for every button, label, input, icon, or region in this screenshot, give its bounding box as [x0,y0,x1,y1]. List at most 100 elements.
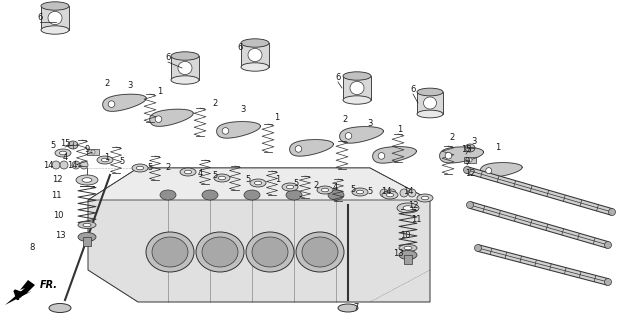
Ellipse shape [302,237,338,267]
Circle shape [400,189,408,197]
Circle shape [380,189,388,197]
Ellipse shape [399,251,417,260]
Ellipse shape [286,190,302,200]
Ellipse shape [397,203,419,213]
Polygon shape [88,168,430,302]
Ellipse shape [219,176,225,180]
Text: 1: 1 [274,113,279,122]
Circle shape [609,209,615,215]
Ellipse shape [48,12,62,25]
Circle shape [345,132,352,139]
Ellipse shape [382,191,398,199]
Ellipse shape [399,244,417,252]
Text: 11: 11 [51,191,62,201]
Circle shape [408,189,416,197]
Text: 4: 4 [62,153,68,162]
Ellipse shape [421,196,428,200]
Circle shape [295,146,302,152]
Circle shape [388,189,396,197]
Text: 5: 5 [212,171,218,180]
Ellipse shape [60,151,67,155]
Text: 14: 14 [43,162,53,171]
Ellipse shape [282,183,298,191]
Text: 5: 5 [148,163,153,172]
Text: 11: 11 [411,215,421,225]
Ellipse shape [328,190,344,200]
Ellipse shape [82,178,92,182]
Ellipse shape [286,185,294,189]
Text: 7: 7 [354,303,359,313]
Ellipse shape [171,52,199,60]
Polygon shape [372,147,416,163]
Text: 5: 5 [293,179,299,188]
Text: 12: 12 [465,170,475,179]
Bar [171,56,199,80]
Text: 3: 3 [471,137,477,146]
Text: 1: 1 [104,154,110,163]
Polygon shape [103,94,146,111]
Text: 6: 6 [37,13,43,22]
Ellipse shape [180,168,196,176]
Ellipse shape [250,179,266,187]
Ellipse shape [357,190,364,194]
Ellipse shape [202,237,238,267]
Ellipse shape [404,246,412,250]
Polygon shape [83,237,91,246]
Ellipse shape [178,61,192,75]
Ellipse shape [417,194,433,202]
Ellipse shape [350,81,364,95]
Ellipse shape [160,190,176,200]
Polygon shape [404,255,412,264]
Text: 2: 2 [165,164,171,172]
Circle shape [605,242,612,249]
Text: 12: 12 [408,202,418,211]
Text: 12: 12 [51,174,62,183]
Text: 3: 3 [127,82,133,91]
Bar [417,92,443,114]
Text: FR.: FR. [40,280,58,290]
Bar [241,43,269,67]
Ellipse shape [322,188,328,192]
Ellipse shape [423,97,436,109]
Text: 6: 6 [410,85,416,94]
Circle shape [468,158,472,162]
Bar [343,76,371,100]
Text: 4: 4 [332,183,338,193]
Text: 1: 1 [398,125,403,134]
Ellipse shape [244,190,260,200]
Text: 15: 15 [461,146,471,155]
Ellipse shape [76,175,98,185]
Ellipse shape [152,237,188,267]
Polygon shape [440,147,484,163]
Text: 13: 13 [392,250,403,259]
Ellipse shape [97,156,113,164]
Ellipse shape [78,233,96,242]
Polygon shape [217,122,261,138]
Circle shape [467,202,474,209]
Text: 1: 1 [275,175,281,185]
Ellipse shape [343,72,371,80]
Ellipse shape [146,232,194,272]
Ellipse shape [246,232,294,272]
Ellipse shape [136,166,144,170]
Polygon shape [88,168,430,200]
Text: 5: 5 [119,156,124,165]
Text: 6: 6 [335,74,340,83]
Text: 9: 9 [464,157,470,166]
Polygon shape [5,280,35,305]
Text: 10: 10 [53,212,63,220]
Text: 14: 14 [381,188,391,196]
Ellipse shape [248,48,262,61]
Ellipse shape [403,206,413,210]
Circle shape [52,161,60,169]
Text: 2: 2 [342,115,348,124]
Circle shape [60,161,68,169]
Ellipse shape [185,170,192,174]
Circle shape [485,168,492,174]
Bar [41,6,69,30]
Text: 2: 2 [450,132,455,141]
Text: 14: 14 [67,162,77,171]
Ellipse shape [241,39,269,47]
Circle shape [222,128,229,134]
Ellipse shape [317,186,333,194]
